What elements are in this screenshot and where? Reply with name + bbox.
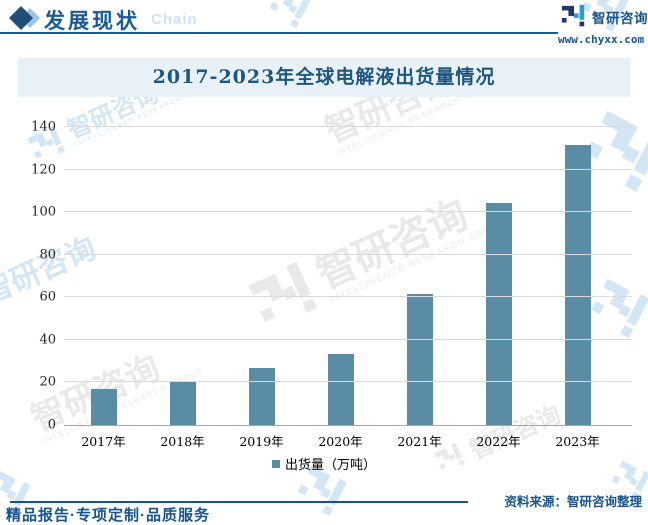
- gridline: [64, 211, 632, 213]
- y-tick-label: 0: [47, 417, 56, 433]
- data-source: 资料来源：智研咨询整理: [504, 495, 642, 509]
- bars-row: [64, 127, 617, 425]
- x-tick-label: 2019年: [239, 434, 284, 449]
- brand: 智研咨询: [561, 4, 648, 30]
- bar-2020年: [327, 353, 354, 425]
- gridline: [64, 338, 632, 340]
- x-tick-label: 2022年: [476, 434, 521, 449]
- legend-label: 出货量（万吨）: [284, 457, 376, 472]
- gridline: [64, 126, 632, 127]
- section-diamond-icon: [8, 5, 42, 37]
- x-tick-label: 2017年: [81, 434, 126, 449]
- y-tick-label: 100: [31, 204, 56, 220]
- x-tick-label: 2023年: [555, 434, 600, 449]
- footer-tagline: 精品报告·专项定制·品质服务: [6, 507, 210, 524]
- brand-name: 智研咨询: [592, 11, 648, 26]
- header-divider: [0, 32, 558, 34]
- legend-marker: [271, 459, 280, 468]
- section-title: 发展现状: [44, 10, 140, 33]
- y-tick-label: 140: [31, 119, 56, 135]
- x-tick-label: 2018年: [160, 434, 205, 449]
- plot-area: [64, 126, 632, 426]
- x-tick-label: 2020年: [318, 434, 363, 449]
- watermark-logo-icon: [267, 0, 311, 28]
- legend: 出货量（万吨）: [0, 454, 648, 473]
- gridline: [64, 381, 632, 383]
- bar-2019年: [248, 367, 275, 425]
- y-axis-labels: 0 20 40 60 80 100 120 140: [20, 120, 56, 433]
- bar-2023年: [564, 145, 591, 425]
- y-tick-label: 20: [39, 374, 56, 390]
- x-tick-label: 2021年: [397, 434, 442, 449]
- footer-divider: [10, 501, 468, 503]
- brand-logo-icon: [561, 4, 585, 27]
- gridline: [64, 253, 632, 255]
- bar-2017年: [90, 388, 117, 425]
- y-tick-label: 40: [39, 332, 56, 348]
- bar-2018年: [169, 382, 196, 425]
- bar-slot: [380, 127, 459, 425]
- bar-slot: [459, 127, 538, 425]
- chart-title: 2017-2023年全球电解液出货量情况: [18, 58, 630, 97]
- gridline: [64, 296, 632, 298]
- y-tick-label: 120: [31, 162, 56, 178]
- y-tick-label: 80: [39, 247, 56, 263]
- gridline: [64, 168, 632, 170]
- bar-slot: [64, 127, 143, 425]
- section-subtitle: Chain: [151, 11, 198, 28]
- bar-slot: [301, 127, 380, 425]
- bar-slot: [538, 127, 617, 425]
- brand-url: www.chyxx.com: [558, 33, 645, 46]
- x-axis-labels: 2017年 2018年 2019年 2020年 2021年 2022年 2023年: [64, 431, 617, 450]
- watermark: [263, 0, 314, 35]
- bar-2022年: [485, 202, 512, 425]
- y-tick-label: 60: [39, 289, 56, 305]
- bar-2021年: [406, 294, 433, 425]
- bar-slot: [143, 127, 222, 425]
- bar-slot: [222, 127, 301, 425]
